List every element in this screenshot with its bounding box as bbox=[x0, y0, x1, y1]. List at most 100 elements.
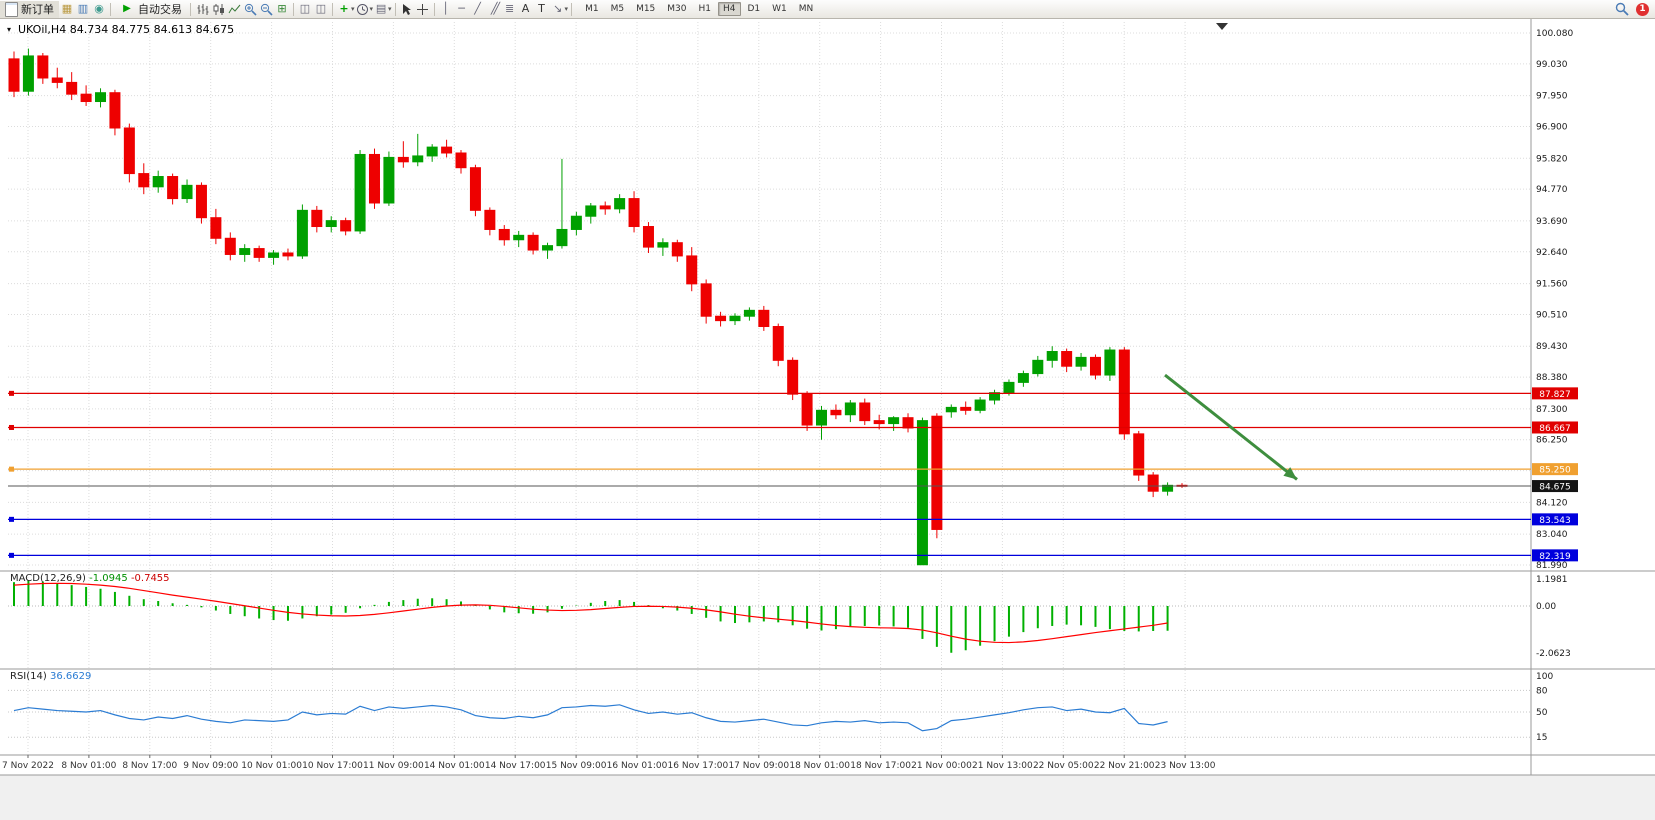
chart-shift-marker[interactable] bbox=[1216, 23, 1228, 30]
chevron-down-icon[interactable]: ▾ bbox=[369, 5, 374, 13]
candle bbox=[888, 417, 900, 425]
bar-chart-icon[interactable] bbox=[194, 1, 210, 17]
line-anchor[interactable] bbox=[9, 466, 14, 472]
chevron-down-icon[interactable]: ▾ bbox=[351, 5, 355, 13]
one-click-trading-arrow[interactable]: ▾ bbox=[7, 25, 12, 34]
price-axis-label: 96.900 bbox=[1536, 123, 1568, 133]
chart-background[interactable] bbox=[0, 18, 1655, 775]
macd-axis-label: 0.00 bbox=[1536, 602, 1556, 612]
price-axis-label: 100.080 bbox=[1536, 29, 1573, 39]
line-anchor[interactable] bbox=[9, 390, 14, 396]
candle bbox=[830, 409, 842, 416]
candle bbox=[787, 359, 799, 395]
candle bbox=[253, 248, 265, 258]
price-tag-label: 85.250 bbox=[1539, 466, 1571, 476]
candle bbox=[1133, 433, 1145, 476]
price-axis-label: 86.250 bbox=[1536, 436, 1568, 446]
candle bbox=[570, 215, 582, 230]
timeframe-M1[interactable]: M1 bbox=[585, 4, 599, 14]
timeframe-H4[interactable]: H4 bbox=[718, 2, 741, 16]
navigator-icon[interactable]: ◉ bbox=[94, 2, 104, 15]
candle bbox=[1017, 373, 1029, 383]
timeframe-M15[interactable]: M15 bbox=[636, 4, 656, 14]
timeframe-M30[interactable]: M30 bbox=[667, 4, 687, 14]
time-axis-label: 23 Nov 13:00 bbox=[1155, 761, 1216, 771]
market-watch-icon[interactable]: ▦ bbox=[61, 2, 73, 15]
candle bbox=[873, 420, 885, 425]
vertical-line-tool-icon[interactable]: │ bbox=[442, 2, 449, 15]
data-window-icon[interactable]: ▥ bbox=[77, 2, 89, 15]
notification-badge[interactable]: 1 bbox=[1636, 2, 1649, 16]
add-indicator-icon[interactable]: + bbox=[339, 2, 349, 15]
timeframe-MN[interactable]: MN bbox=[798, 4, 814, 14]
line-chart-icon[interactable] bbox=[226, 1, 242, 17]
separator bbox=[110, 2, 111, 16]
time-axis-label: 9 Nov 09:00 bbox=[183, 761, 238, 771]
candlestick-chart-icon[interactable] bbox=[210, 1, 226, 17]
tile-windows-icon[interactable]: ⊞ bbox=[277, 2, 287, 15]
chevron-down-icon[interactable]: ▾ bbox=[564, 5, 569, 13]
candle bbox=[340, 220, 352, 232]
zoom-out-icon[interactable] bbox=[258, 1, 274, 17]
candle bbox=[268, 252, 280, 258]
new-order-button[interactable]: 新订单 bbox=[0, 0, 59, 18]
candle bbox=[484, 209, 496, 230]
candle bbox=[513, 234, 525, 241]
timeframe-H1[interactable]: H1 bbox=[698, 4, 712, 14]
trend-arrow-head bbox=[1283, 467, 1297, 480]
price-axis-label: 83.040 bbox=[1536, 530, 1568, 540]
candle bbox=[729, 315, 741, 322]
separator bbox=[433, 2, 435, 16]
rsi-axis-label: 100 bbox=[1536, 672, 1553, 682]
candle bbox=[498, 228, 510, 241]
rsi-line bbox=[13, 704, 1168, 732]
candle bbox=[441, 146, 453, 154]
timeframe-W1[interactable]: W1 bbox=[772, 4, 787, 14]
cascade-windows-icon[interactable]: ◫ bbox=[315, 2, 327, 15]
price-axis-label: 84.120 bbox=[1536, 498, 1568, 508]
chevron-down-icon[interactable]: ▾ bbox=[388, 5, 392, 13]
timeframe-D1[interactable]: D1 bbox=[747, 4, 761, 14]
search-icon[interactable] bbox=[1614, 1, 1630, 17]
time-axis-label: 11 Nov 09:00 bbox=[363, 761, 424, 771]
horizontal-line-tool-icon[interactable]: ─ bbox=[458, 2, 465, 15]
candle bbox=[1104, 349, 1116, 376]
text-tool-icon[interactable]: A bbox=[521, 2, 530, 15]
time-axis-label: 8 Nov 01:00 bbox=[61, 761, 116, 771]
candle bbox=[8, 58, 20, 92]
candle bbox=[469, 167, 481, 211]
trend-arrow[interactable] bbox=[1164, 373, 1298, 481]
line-anchor[interactable] bbox=[9, 424, 14, 430]
candle bbox=[397, 156, 409, 163]
candle bbox=[138, 173, 150, 188]
auto-trading-button[interactable]: ▶ 自动交易 bbox=[114, 1, 187, 18]
separator bbox=[332, 2, 333, 16]
cursor-icon[interactable] bbox=[399, 1, 415, 17]
candle bbox=[628, 198, 640, 228]
candle bbox=[1118, 349, 1130, 435]
line-anchor[interactable] bbox=[9, 552, 14, 558]
channel-tool-icon[interactable]: ╱╱ bbox=[490, 2, 500, 15]
chart-template-icon[interactable]: ▤ bbox=[375, 2, 387, 15]
candle bbox=[599, 205, 611, 210]
candle bbox=[816, 409, 828, 426]
fibonacci-tool-icon[interactable]: ≣ bbox=[504, 2, 515, 15]
time-axis-label: 18 Nov 17:00 bbox=[850, 761, 911, 771]
text-label-tool-icon[interactable]: T bbox=[538, 2, 545, 15]
arrange-windows-icon[interactable]: ◫ bbox=[299, 2, 311, 15]
time-axis-label: 7 Nov 2022 bbox=[2, 761, 54, 771]
candle bbox=[542, 245, 554, 251]
timeframe-toolbar: M1 M5 M15 M30 H1 H4 D1 W1 MN bbox=[579, 2, 819, 16]
period-clock-icon[interactable] bbox=[355, 1, 371, 17]
crosshair-icon[interactable] bbox=[415, 1, 431, 17]
timeframe-M5[interactable]: M5 bbox=[610, 4, 625, 14]
line-anchor[interactable] bbox=[9, 516, 14, 522]
candle bbox=[527, 234, 539, 251]
trendline-tool-icon[interactable]: ╱ bbox=[474, 2, 481, 15]
candle bbox=[700, 283, 712, 317]
arrow-objects-icon[interactable]: ↘ bbox=[552, 2, 563, 15]
candle bbox=[974, 399, 986, 411]
zoom-in-icon[interactable] bbox=[242, 1, 258, 17]
candle bbox=[224, 237, 236, 255]
